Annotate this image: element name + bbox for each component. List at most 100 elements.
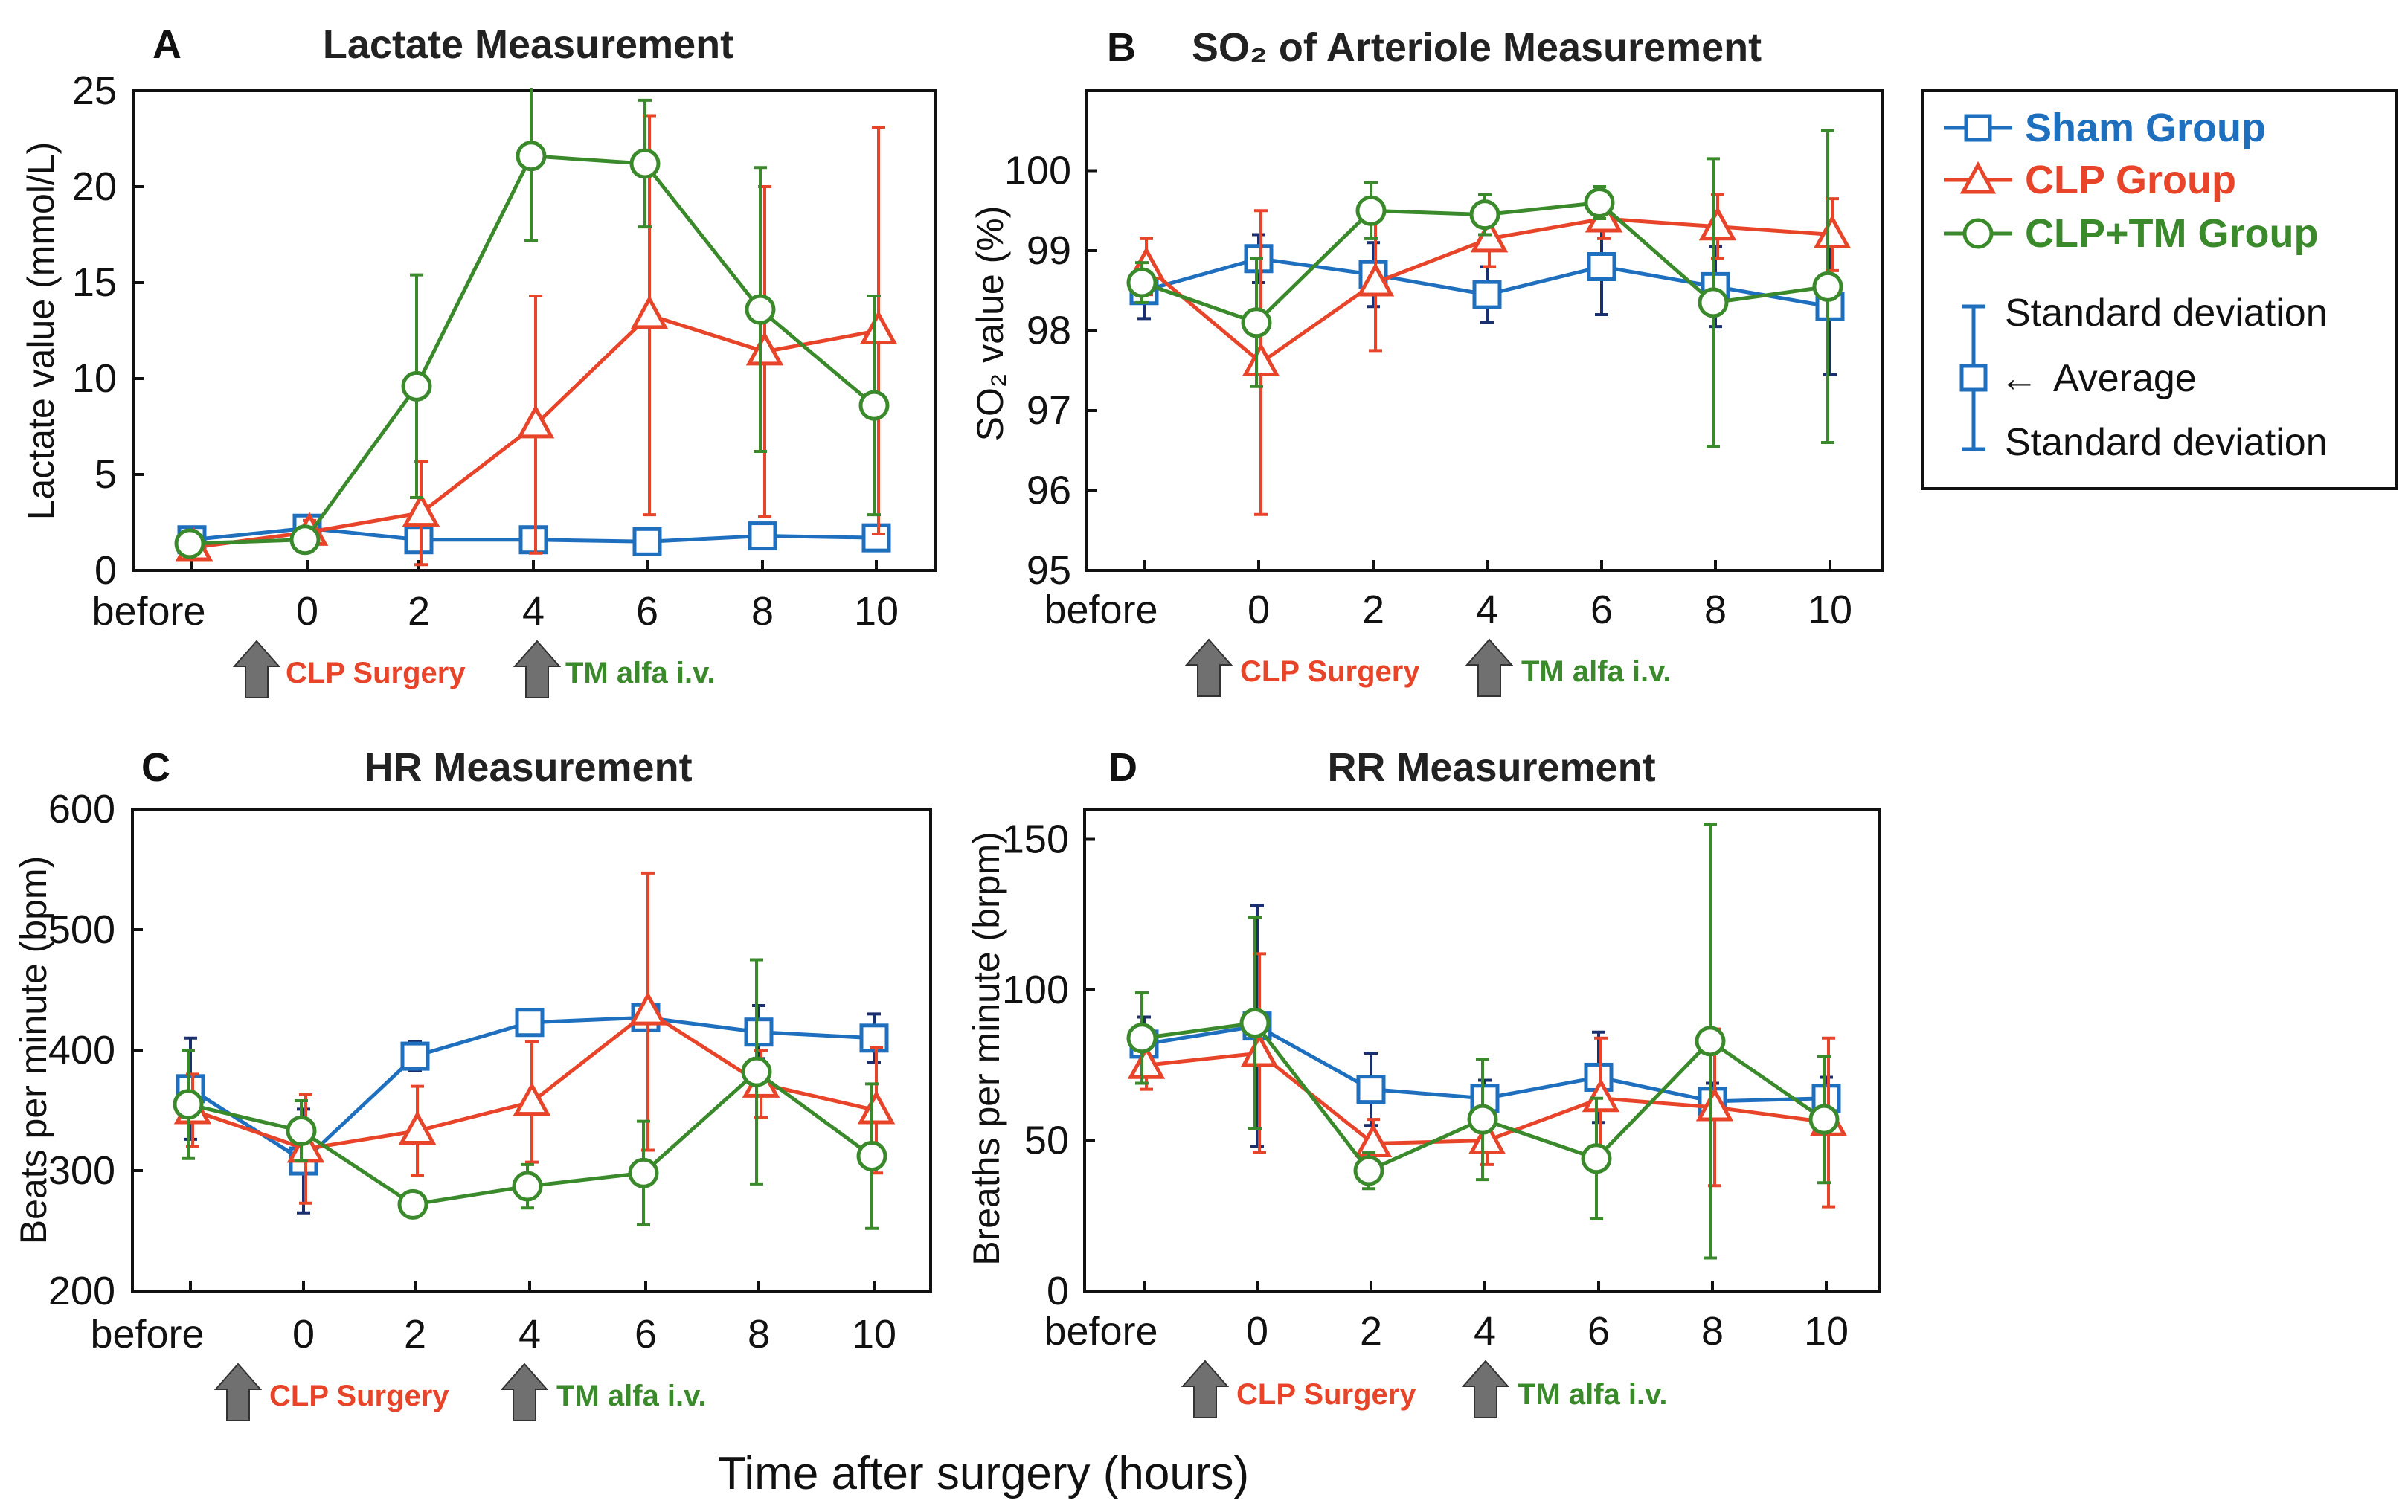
data-point-circle [289,524,321,556]
x-tick-label: 8 [748,1312,770,1357]
data-point-square [1472,280,1502,309]
data-point-circle [1239,1008,1271,1039]
series-clptm [174,88,890,559]
data-point-circle [1469,199,1500,231]
x-tick-label: 6 [1590,588,1613,632]
legend-sd-top-label: Standard deviation [2005,292,2328,335]
x-tick-label: 10 [1808,588,1852,632]
data-point-square [632,527,662,556]
panel-c-title: HR Measurement [364,745,692,790]
clp-surgery-arrow-icon [1181,1360,1230,1418]
data-point-triangle [1813,214,1852,248]
data-point-circle [1355,195,1387,226]
x-tick-label: 0 [1246,1309,1268,1354]
x-tick-label: 0 [296,589,318,634]
series-clptm [1126,129,1843,448]
data-point-circle [397,1188,428,1220]
tm-alfa-arrow-icon [500,1363,549,1421]
legend-box [1921,89,2398,490]
panel-d: D RR Measurement Breaths per minute (brp… [966,745,1881,1418]
series-clptm [173,958,887,1230]
data-point-circle [1353,1155,1384,1186]
data-point-triangle [630,295,669,329]
panel-c-clp-surgery-note: CLP Surgery [269,1380,449,1412]
legend-clptm-circle-marker [1962,218,1994,249]
y-tick-label: 400 [48,1028,115,1072]
legend-sd-bottom-label: Standard deviation [2005,421,2328,464]
legend-clptm-label: CLP+TM Group [2025,211,2318,256]
data-point-circle [286,1116,317,1147]
data-point-circle [512,1171,543,1202]
legend-sham-label: Sham Group [2025,106,2266,150]
x-tick-label: 4 [1474,1309,1496,1354]
data-point-square [1587,252,1616,281]
data-point-square [515,1008,545,1038]
data-point-circle [741,1056,772,1087]
data-point-circle [858,390,890,421]
clp-surgery-arrow-icon [1184,638,1233,697]
legend-sham-square-marker [1964,114,1992,142]
series-clptm [1126,823,1840,1260]
y-tick-label: 99 [1027,228,1071,273]
panel-label-a: A [152,22,182,67]
y-tick-label: 96 [1027,469,1071,513]
panel-d-tm-alfa-note: TM alfa i.v. [1518,1378,1668,1411]
y-tick-label: 100 [1002,968,1069,1012]
data-point-circle [516,141,547,172]
x-tick-label: before [91,589,205,634]
data-point-circle [1126,1023,1158,1054]
data-point-triangle [402,492,440,527]
x-tick-label: 10 [1804,1309,1849,1354]
data-point-triangle [1468,1120,1506,1154]
x-tick-label: 6 [635,1312,657,1357]
data-point-triangle [857,1090,896,1125]
y-tick-label: 15 [72,260,117,305]
data-point-circle [628,1157,659,1188]
y-tick-label: 5 [94,452,117,497]
y-tick-label: 50 [1024,1119,1069,1163]
y-tick-label: 98 [1027,309,1071,353]
panel-a: A Lactate Measurement Lactate value (mmo… [20,22,937,698]
data-point-circle [1584,187,1615,218]
panel-label-b: B [1107,25,1136,70]
data-point-circle [1812,271,1843,302]
panel-c-tm-alfa-note: TM alfa i.v. [556,1380,707,1412]
panel-a-clp-surgery-note: CLP Surgery [286,657,466,689]
data-point-circle [1467,1104,1498,1135]
data-point-circle [1808,1104,1840,1135]
panel-b-tm-alfa-note: TM alfa i.v. [1521,655,1672,688]
x-tick-label: before [90,1312,204,1357]
data-point-triangle [629,991,667,1026]
series-sham [1129,217,1845,376]
y-tick-label: 150 [1002,817,1069,862]
x-tick-label: 2 [404,1312,426,1357]
x-tick-label: before [1044,1309,1158,1354]
panel-b-clp-surgery-note: CLP Surgery [1240,655,1420,688]
data-point-circle [629,148,661,179]
y-tick-label: 95 [1027,548,1071,593]
panel-d-plot-frame [1083,808,1881,1293]
y-tick-label: 20 [72,164,117,209]
y-tick-label: 0 [1047,1269,1069,1313]
y-tick-label: 300 [48,1148,115,1193]
panel-b: B SO₂ of Arteriole Measurement SO₂ value… [969,25,1884,697]
y-tick-label: 200 [48,1269,115,1313]
panel-d-y-axis-label: Breaths per minute (brpm) [966,831,1007,1266]
y-tick-label: 97 [1027,388,1071,433]
legend-clp-label: CLP Group [2025,158,2236,202]
x-tick-label: before [1044,588,1158,632]
data-point-square [518,525,548,555]
y-tick-label: 10 [72,356,117,401]
data-point-circle [745,294,776,325]
data-point-triangle [398,1110,437,1145]
data-point-triangle [1698,206,1737,241]
series-clp [1127,193,1852,516]
legend-clp-triangle-marker [1959,161,1997,194]
x-tick-label: 8 [751,589,774,634]
legend-arrow-glyph: ← [2000,357,2038,400]
x-tick-label: 4 [522,589,545,634]
panel-a-title: Lactate Measurement [323,22,733,67]
x-tick-label: 10 [854,589,899,634]
tm-alfa-arrow-icon [1465,638,1514,697]
data-point-triangle [1582,1078,1620,1113]
